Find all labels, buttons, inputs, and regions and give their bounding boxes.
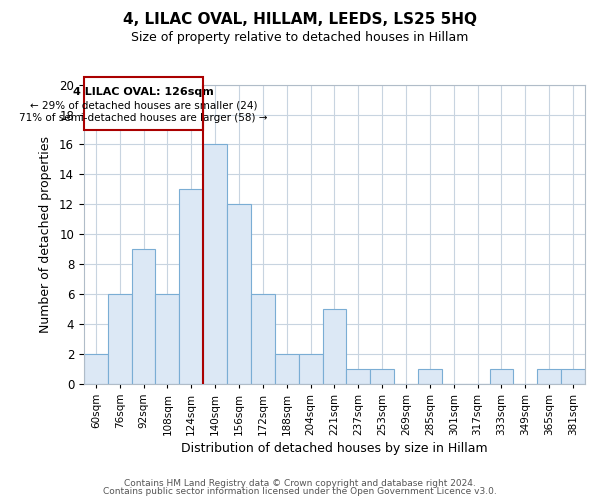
Bar [131, 249, 155, 384]
X-axis label: Distribution of detached houses by size in Hillam: Distribution of detached houses by size … [181, 442, 488, 455]
Bar [346, 369, 370, 384]
Bar [203, 144, 227, 384]
Bar [490, 369, 514, 384]
Bar [155, 294, 179, 384]
Bar [251, 294, 275, 384]
Text: 71% of semi-detached houses are larger (58) →: 71% of semi-detached houses are larger (… [19, 112, 268, 122]
Text: Contains public sector information licensed under the Open Government Licence v3: Contains public sector information licen… [103, 487, 497, 496]
Text: 4 LILAC OVAL: 126sqm: 4 LILAC OVAL: 126sqm [73, 87, 214, 97]
Text: ← 29% of detached houses are smaller (24): ← 29% of detached houses are smaller (24… [30, 100, 257, 110]
Bar [299, 354, 323, 384]
Text: Size of property relative to detached houses in Hillam: Size of property relative to detached ho… [131, 31, 469, 44]
Bar [537, 369, 561, 384]
Text: 4, LILAC OVAL, HILLAM, LEEDS, LS25 5HQ: 4, LILAC OVAL, HILLAM, LEEDS, LS25 5HQ [123, 12, 477, 28]
Bar [179, 190, 203, 384]
Bar [227, 204, 251, 384]
Bar [561, 369, 585, 384]
Bar [84, 354, 108, 384]
Bar [108, 294, 131, 384]
Bar [370, 369, 394, 384]
Bar [323, 309, 346, 384]
Y-axis label: Number of detached properties: Number of detached properties [39, 136, 52, 333]
FancyBboxPatch shape [84, 77, 203, 130]
Bar [418, 369, 442, 384]
Text: Contains HM Land Registry data © Crown copyright and database right 2024.: Contains HM Land Registry data © Crown c… [124, 478, 476, 488]
Bar [275, 354, 299, 384]
